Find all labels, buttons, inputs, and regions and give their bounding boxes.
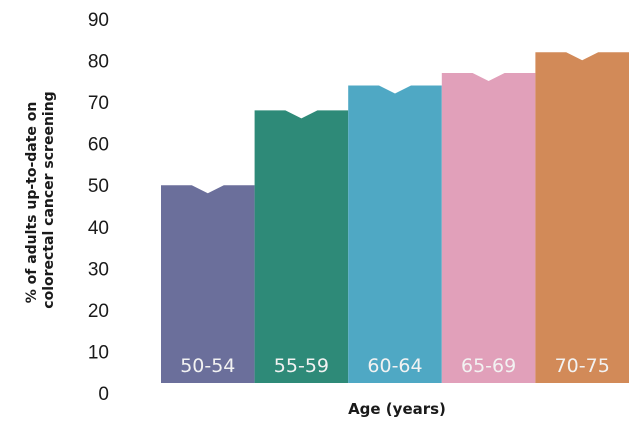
bar-60-64 [348, 85, 442, 383]
bar-labels: 50-54 55-59 60-64 65-69 70-75 [180, 355, 610, 377]
bar-category-label: 60-64 [367, 355, 422, 377]
bar-category-label: 50-54 [180, 355, 235, 377]
y-tick-label: 0 [98, 384, 109, 405]
y-axis-label-line-2: colorectal cancer screening [41, 91, 57, 308]
bar-category-label: 65-69 [461, 355, 516, 377]
y-tick-label: 20 [88, 301, 109, 322]
y-tick-label: 70 [88, 93, 109, 114]
y-axis-ticks: 0 10 20 30 40 50 60 70 80 90 [88, 10, 109, 405]
y-tick-label: 80 [88, 52, 109, 73]
y-tick-label: 60 [88, 135, 109, 156]
y-tick-label: 50 [88, 176, 109, 197]
bar-65-69 [441, 73, 536, 384]
y-axis-label-line-1: % of adults up-to-date on [24, 102, 40, 304]
bar-category-label: 70-75 [555, 355, 610, 377]
bar-category-label: 55-59 [274, 355, 329, 377]
bar-70-75 [535, 52, 629, 383]
y-axis-label: % of adults up-to-date on colorectal can… [24, 91, 57, 308]
bar-55-59 [254, 110, 349, 383]
y-tick-label: 90 [88, 10, 109, 31]
bar-50-54 [161, 185, 255, 383]
y-tick-label: 10 [88, 342, 109, 363]
x-axis-label: Age (years) [348, 400, 446, 418]
bars [161, 52, 629, 384]
y-tick-label: 40 [88, 218, 109, 239]
y-tick-label: 30 [88, 259, 109, 280]
